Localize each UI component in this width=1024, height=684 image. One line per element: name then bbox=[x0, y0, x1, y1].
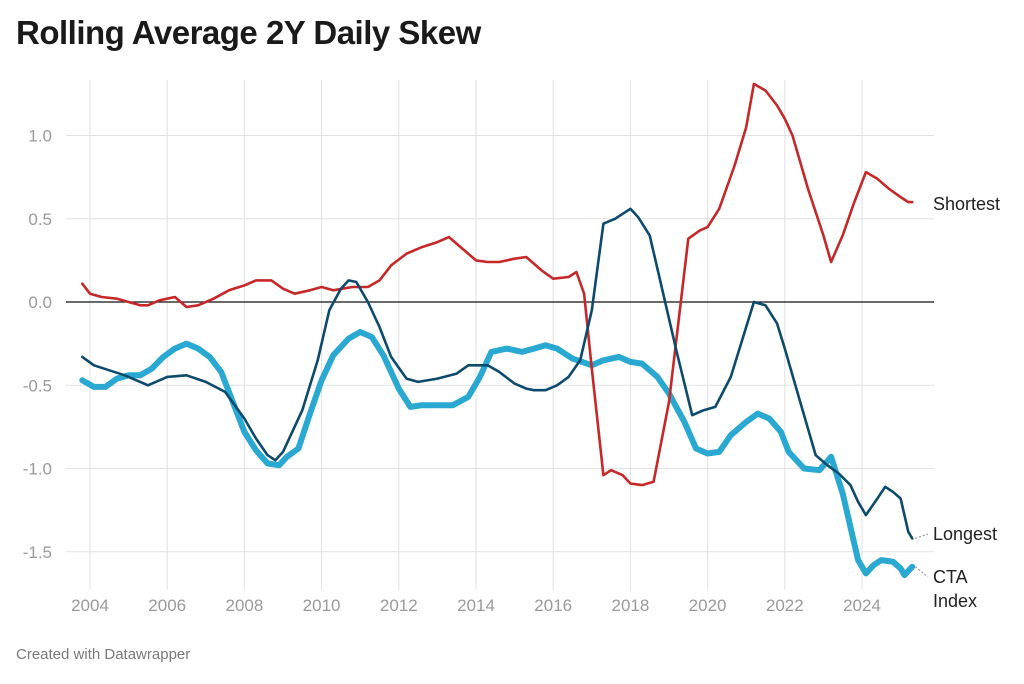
label-connector bbox=[914, 566, 929, 578]
y-tick-label: 0.5 bbox=[28, 210, 52, 229]
credit-footer: Created with Datawrapper bbox=[16, 646, 191, 663]
series-lines bbox=[79, 82, 916, 579]
x-tick-label-2004: 2004 bbox=[71, 596, 109, 615]
series-label-longest: Longest bbox=[933, 524, 997, 544]
series-label-cta-index: CTA Index bbox=[933, 567, 977, 611]
x-tick-label-2020: 2020 bbox=[689, 596, 727, 615]
x-tick-label-2010: 2010 bbox=[303, 596, 341, 615]
axes: 2004 2006 2008 2010 2012 2014 2016 2018 2020 2022… bbox=[23, 127, 934, 615]
chart-title: Rolling Average 2Y Daily Skew bbox=[16, 14, 481, 51]
gridlines bbox=[66, 80, 934, 590]
y-tick-label: 1.0 bbox=[28, 127, 52, 146]
series-labels: Shortest Longest CTA Index bbox=[914, 194, 1000, 611]
x-tick-label-2014: 2014 bbox=[457, 596, 495, 615]
y-tick-label: -1.5 bbox=[23, 543, 52, 562]
x-tick-label-2012: 2012 bbox=[380, 596, 418, 615]
x-tick-label-2024: 2024 bbox=[843, 596, 881, 615]
y-tick-label: -1.0 bbox=[23, 460, 52, 479]
x-tick-label-2016: 2016 bbox=[534, 596, 572, 615]
series-line-shortest bbox=[81, 82, 914, 487]
x-tick-label-2022: 2022 bbox=[766, 596, 804, 615]
line-chart: 2004 2006 2008 2010 2012 2014 2016 2018 2020 2022… bbox=[23, 80, 1000, 615]
label-connector bbox=[915, 533, 929, 539]
x-tick-label-2006: 2006 bbox=[148, 596, 186, 615]
series-line-longest bbox=[81, 207, 914, 540]
x-tick-label-2008: 2008 bbox=[225, 596, 263, 615]
y-tick-label: -0.5 bbox=[23, 376, 52, 395]
series-line-cta-index bbox=[79, 329, 916, 579]
y-tick-label: 0.0 bbox=[28, 293, 52, 312]
series-label-shortest: Shortest bbox=[933, 194, 1000, 214]
x-tick-label-2018: 2018 bbox=[611, 596, 649, 615]
